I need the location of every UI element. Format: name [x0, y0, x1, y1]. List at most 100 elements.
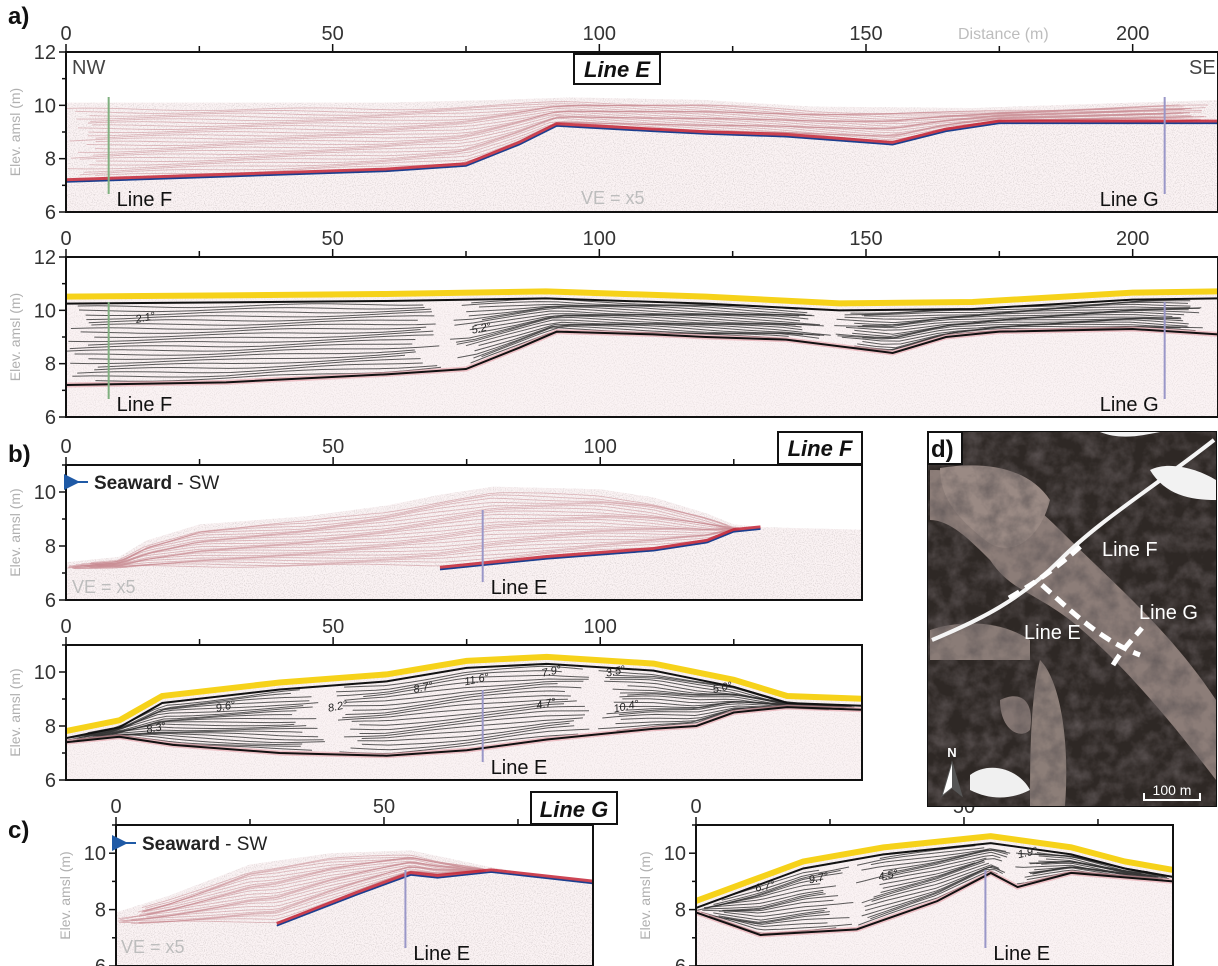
x-tick-label-b-raw-100: 100: [584, 436, 617, 458]
y-tick-label-c-raw-10: 10: [84, 843, 106, 865]
x-tick-label-a-raw-150: 150: [849, 23, 882, 45]
dip-label-b-interp-2: 8.2°: [327, 699, 349, 715]
svg-text:Seaward- SW: Seaward - SW: [142, 834, 267, 855]
map-label-line-g: Line G: [1139, 602, 1198, 624]
plot-frame-b-raw: [65, 464, 863, 601]
y-tick-label-c-interp-10: 10: [664, 843, 686, 865]
svg-text:Seaward- SW: Seaward - SW: [94, 473, 219, 494]
crossing-label-c-raw-0: Line E: [413, 943, 470, 965]
crossing-label-a-raw-0: Line F: [117, 189, 173, 211]
sw-text-b: - SW: [177, 473, 219, 494]
x-tick-label-b-interp-100: 100: [584, 616, 617, 638]
y-tick-label-a-raw-8: 8: [45, 149, 56, 171]
panel-letter-d: d): [931, 436, 954, 463]
x-tick-label-b-raw-50: 50: [322, 436, 344, 458]
line-g-title: Line G: [530, 791, 618, 825]
x-tick-label-c-interp-0: 0: [690, 796, 701, 818]
x-tick-label-a-raw-50: 50: [322, 23, 344, 45]
dip-label-b-interp-0: 8.3°: [145, 720, 167, 736]
dip-label-a-interp-0: 2.1°: [134, 310, 157, 326]
scale-bar: 100 m: [1143, 782, 1201, 801]
chart-line-g-interpretation: Line E6.7°9.7°4.5°1.9°0506810Elev. amsl …: [637, 796, 1174, 966]
x-tick-label-a-raw-200: 200: [1116, 23, 1149, 45]
chart-line-e-raw: Line F Line G 0 50 100 150 200 6 8 10 12 Elev. amsl…: [7, 23, 1218, 224]
scale-label: 100 m: [1153, 782, 1192, 798]
y-tick-label-c-raw-8: 8: [95, 900, 106, 922]
seaward-text-c: Seaward: [142, 834, 220, 855]
y-axis-label-c-raw: Elev. amsl (m): [57, 851, 73, 939]
dip-label-b-interp-4: 11.6°: [463, 671, 491, 688]
line-e-title: Line E: [573, 53, 661, 85]
x-tick-label-c-raw-50: 50: [373, 796, 395, 818]
line-g-title-text: Line G: [540, 797, 608, 822]
seaward-text-b: Seaward: [94, 473, 172, 494]
distance-axis-label: Distance (m): [958, 26, 1049, 43]
dip-label-c-interp-1: 9.7°: [808, 870, 830, 886]
chart-line-e-interpretation: Line F Line G 2.1° 5.2° 0 50 100 150 200 6 8 10 12 El…: [7, 228, 1218, 429]
x-tick-label-c-raw-0: 0: [110, 796, 121, 818]
y-tick-label-a-raw-6: 6: [45, 202, 56, 224]
x-tick-label-a-interp-200: 200: [1116, 228, 1149, 250]
x-tick-label-a-interp-150: 150: [849, 228, 882, 250]
sw-text-c: - SW: [225, 834, 267, 855]
x-tick-label-a-raw-0: 0: [60, 23, 71, 45]
line-e-title-text: Line E: [584, 57, 651, 82]
seaward-label-b: Seaward - SW: [64, 473, 219, 494]
north-arrow-icon: N: [941, 745, 963, 798]
plot-frame-c-interp: [695, 824, 1174, 966]
y-tick-label-b-interp-8: 8: [45, 716, 56, 738]
y-tick-label-b-interp-6: 6: [45, 770, 56, 792]
y-tick-label-a-interp-10: 10: [34, 300, 56, 322]
dip-label-c-interp-0: 6.7°: [754, 879, 776, 895]
y-tick-label-a-interp-8: 8: [45, 354, 56, 376]
crossing-label-c-interp-0: Line E: [993, 943, 1050, 965]
dip-label-c-interp-2: 4.5°: [877, 868, 899, 884]
x-tick-label-b-interp-50: 50: [322, 616, 344, 638]
panel-letter-b: b): [8, 441, 31, 468]
ve-label-a: VE = x5: [581, 188, 645, 208]
direction-se: SE: [1189, 57, 1216, 79]
north-label: N: [947, 745, 956, 760]
y-axis-label-c-interp: Elev. amsl (m): [637, 851, 653, 939]
y-tick-label-b-interp-10: 10: [34, 662, 56, 684]
dip-label-b-interp-3: 8.7°: [412, 680, 434, 696]
y-tick-label-c-raw-6: 6: [95, 956, 106, 966]
map-label-line-f: Line F: [1102, 539, 1158, 561]
dip-label-a-interp-1: 5.2°: [470, 321, 492, 337]
dip-label-b-interp-5: 7.9°: [541, 664, 563, 680]
y-axis-label-b-raw: Elev. amsl (m): [7, 488, 23, 576]
aerial-map: Line F Line G Line E N 100 m d): [927, 431, 1217, 807]
crossing-label-b-raw-0: Line E: [491, 577, 548, 599]
y-tick-label-b-raw-10: 10: [34, 482, 56, 504]
dip-label-b-interp-8: 10.4°: [612, 698, 640, 715]
crossing-label-a-interp-0: Line F: [117, 394, 173, 416]
y-tick-label-a-raw-12: 12: [34, 42, 56, 64]
crossing-label-b-interp-0: Line E: [491, 757, 548, 779]
ve-label-b: VE = x5: [72, 577, 136, 597]
chart-line-f-raw: Line E 0 50 100 6 8 10 Elev. amsl (m): [7, 436, 863, 612]
chart-line-f-interpretation: Line E 8.3° 9.6° 8.2° 8.7° 11.6° 7.9° 3.5° 4.7° 1…: [7, 616, 863, 792]
map-label-line-e: Line E: [1024, 622, 1081, 644]
crossing-label-a-interp-1: Line G: [1100, 394, 1159, 416]
y-tick-label-a-raw-10: 10: [34, 95, 56, 117]
plot-frame-b-interp: [65, 644, 863, 781]
x-tick-label-b-raw-0: 0: [60, 436, 71, 458]
dip-label-c-interp-3: 1.9°: [1017, 845, 1039, 861]
y-tick-label-c-interp-8: 8: [675, 900, 686, 922]
y-tick-label-c-interp-6: 6: [675, 956, 686, 966]
y-tick-label-a-interp-6: 6: [45, 407, 56, 429]
panel-letter-a: a): [8, 3, 29, 30]
dip-label-b-interp-6: 3.5°: [605, 664, 627, 680]
dip-label-b-interp-7: 4.7°: [535, 696, 557, 712]
line-f-title-text: Line F: [788, 436, 853, 461]
y-tick-label-b-raw-6: 6: [45, 590, 56, 612]
dip-label-b-interp-9: 5.0°: [712, 680, 734, 696]
ve-label-c: VE = x5: [121, 937, 185, 957]
x-tick-label-a-interp-50: 50: [322, 228, 344, 250]
y-axis-label-a-raw: Elev. amsl (m): [7, 88, 23, 176]
y-axis-label-a-interp: Elev. amsl (m): [7, 293, 23, 381]
direction-nw: NW: [72, 57, 105, 79]
crossing-label-a-raw-1: Line G: [1100, 189, 1159, 211]
x-tick-label-a-raw-100: 100: [583, 23, 616, 45]
